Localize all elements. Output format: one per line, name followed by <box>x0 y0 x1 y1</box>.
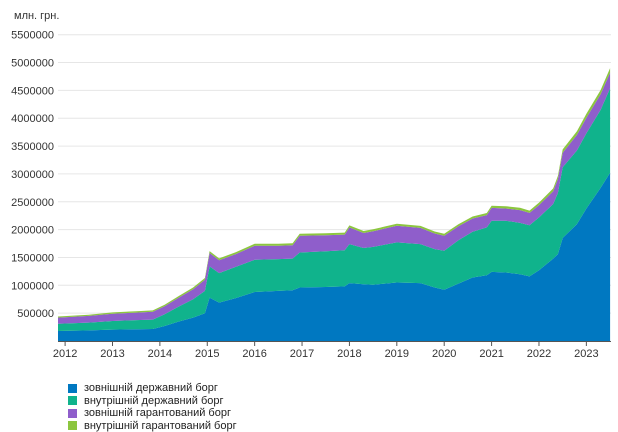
y-tick-label: 2000000 <box>11 225 54 237</box>
y-tick-label: 2500000 <box>11 197 54 209</box>
x-tick-label: 2014 <box>148 348 172 360</box>
legend-item[interactable]: зовнішній державний борг <box>68 382 237 395</box>
x-tick-label: 2022 <box>527 348 551 360</box>
legend-swatch <box>68 384 77 393</box>
y-tick-label: 1000000 <box>11 280 54 292</box>
x-tick-label: 2016 <box>242 348 266 360</box>
y-tick-label: 3000000 <box>11 169 54 181</box>
legend-item[interactable]: зовнішній гарантований борг <box>68 407 237 420</box>
legend-label: внутрішній державний борг <box>84 395 224 408</box>
legend-swatch <box>68 396 77 405</box>
y-tick-label: 5000000 <box>11 58 54 70</box>
x-tick-label: 2017 <box>290 348 314 360</box>
x-tick-label: 2013 <box>100 348 124 360</box>
x-tick-label: 2020 <box>432 348 456 360</box>
x-tick-label: 2023 <box>574 348 598 360</box>
y-tick-label: 4000000 <box>11 113 54 125</box>
x-tick-label: 2019 <box>385 348 409 360</box>
y-tick-label: 1500000 <box>11 252 54 264</box>
x-tick-label: 2015 <box>195 348 219 360</box>
y-tick-label: 5500000 <box>11 30 54 42</box>
legend-label: зовнішній державний борг <box>84 382 218 395</box>
y-tick-label: 3500000 <box>11 141 54 153</box>
x-tick-label: 2018 <box>337 348 361 360</box>
x-tick-label: 2021 <box>479 348 503 360</box>
stacked-areas <box>58 68 610 341</box>
legend-label: зовнішній гарантований борг <box>84 407 231 420</box>
x-tick-label: 2012 <box>53 348 77 360</box>
legend-swatch <box>68 409 77 418</box>
y-axis-unit-label: млн. грн. <box>14 10 59 22</box>
y-tick-label: 500000 <box>17 308 54 320</box>
legend-item[interactable]: внутрішній державний борг <box>68 395 237 408</box>
y-tick-label: 4500000 <box>11 85 54 97</box>
